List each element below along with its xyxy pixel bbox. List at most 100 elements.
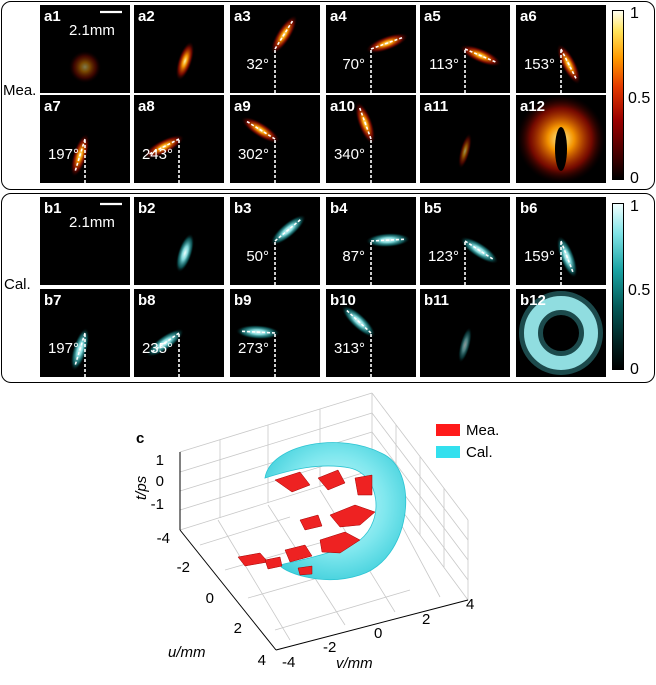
u-tick-0: 0 (206, 590, 214, 607)
panel-id-label: b11 (424, 292, 449, 309)
t-tick-neg1: -1 (151, 496, 164, 513)
angle-label: 235° (142, 340, 173, 357)
angle-line (74, 332, 86, 366)
angle-label: 153° (524, 56, 555, 73)
angle-label: 197° (48, 146, 79, 163)
ring-glow (519, 291, 603, 375)
panel-id-label: b5 (424, 200, 442, 217)
t-tick-1: 1 (156, 452, 164, 469)
image-panel-b11: b11 (420, 289, 510, 377)
panel-id-label: b9 (234, 292, 252, 309)
panel-id-label: b2 (138, 200, 156, 217)
legend-label-calculated: Cal. (466, 444, 493, 461)
image-panel-b2: b2 (134, 197, 224, 285)
panel-id-label: b10 (330, 292, 356, 309)
ring-pattern (524, 296, 598, 370)
image-panel-b9: 273° b9 (230, 289, 320, 377)
beam-spot (69, 51, 101, 83)
panel-id-label: b4 (330, 200, 348, 217)
v-tick-neg4: -4 (282, 654, 295, 671)
t-tick-0: 0 (156, 473, 164, 490)
image-panel-a10: 340° a10 (326, 95, 416, 183)
image-panel-b10: 313° b10 (326, 289, 416, 377)
angle-label: 197° (48, 340, 79, 357)
angle-line (560, 240, 574, 274)
ring-center (555, 127, 567, 171)
angle-line (274, 218, 302, 242)
beam-spot (175, 41, 195, 81)
scale-bar-label: 2.1mm (69, 22, 115, 39)
plot3d-grid (179, 392, 469, 641)
angle-line (245, 120, 276, 140)
image-panel-a5: 113° a5 (420, 5, 510, 93)
measured-panel-group (1, 1, 655, 190)
image-panel-a11: a11 (420, 95, 510, 183)
panel-id-label: a7 (44, 98, 61, 115)
image-panel-b3: 50° b3 (230, 197, 320, 285)
u-tick-4: 4 (258, 652, 266, 669)
angle-line (370, 36, 404, 50)
image-panel-b6: 159° b6 (516, 197, 606, 285)
angle-line (464, 48, 497, 64)
calculated-surface (264, 442, 406, 580)
panel-id-label: a5 (424, 8, 441, 25)
beam-spot (458, 133, 472, 169)
angle-line (358, 106, 372, 140)
image-panel-a3: 32° a3 (230, 5, 320, 93)
legend-swatch-calculated (436, 446, 460, 458)
angle-label: 273° (238, 340, 269, 357)
angle-label: 313° (334, 340, 365, 357)
measured-colorbar-min: 0 (630, 170, 639, 187)
panel-id-label: b7 (44, 292, 62, 309)
u-axis-label: u/mm (168, 644, 206, 661)
angle-line (560, 48, 578, 80)
u-tick-neg4: -4 (157, 530, 170, 547)
image-panel-b1: b1 2.1mm (40, 197, 130, 285)
angle-line (241, 330, 276, 334)
measured-colorbar (612, 10, 624, 180)
plot3d-axes (179, 452, 469, 651)
panel-id-label: b8 (138, 292, 156, 309)
image-panel-b4: 87° b4 (326, 197, 416, 285)
panel-id-label: b12 (520, 292, 546, 309)
calculated-row-label: Cal. (4, 276, 31, 293)
angle-line (274, 19, 294, 50)
image-panel-b8: 235° b8 (134, 289, 224, 377)
legend-swatch-measured (436, 424, 460, 436)
image-panel-b7: 197° b7 (40, 289, 130, 377)
measured-surface (237, 469, 376, 576)
calculated-colorbar-mid: 0.5 (628, 282, 651, 299)
beam-spot (175, 233, 195, 273)
v-tick-4: 4 (466, 596, 474, 613)
calculated-colorbar (612, 203, 624, 370)
panel-id-label: a2 (138, 8, 155, 25)
angle-label: 123° (428, 248, 459, 265)
image-panel-a12: a12 (516, 95, 606, 183)
angle-label: 243° (142, 146, 173, 163)
measured-colorbar-max: 1 (630, 5, 639, 22)
calculated-colorbar-max: 1 (630, 198, 639, 215)
angle-line (464, 240, 494, 261)
image-panel-a1: a1 2.1mm (40, 5, 130, 93)
panel-id-label: a4 (330, 8, 347, 25)
v-tick-0: 0 (374, 625, 382, 642)
image-panel-a9: 302° a9 (230, 95, 320, 183)
image-panel-b5: 123° b5 (420, 197, 510, 285)
u-tick-neg2: -2 (177, 559, 190, 576)
panel-id-label: a10 (330, 98, 355, 115)
angle-label: 50° (246, 248, 269, 265)
angle-label: 32° (246, 56, 269, 73)
calculated-colorbar-min: 0 (630, 361, 639, 378)
angle-label: 302° (238, 146, 269, 163)
measured-row-label: Mea. (3, 82, 37, 99)
beam-spot (458, 327, 472, 363)
panel-id-label: b1 (44, 200, 62, 217)
panel-id-label: a8 (138, 98, 155, 115)
angle-label: 87° (342, 248, 365, 265)
scale-bar-label: 2.1mm (69, 214, 115, 231)
v-tick-2: 2 (422, 611, 430, 628)
angle-line (150, 332, 180, 354)
angle-label: 70° (342, 56, 365, 73)
